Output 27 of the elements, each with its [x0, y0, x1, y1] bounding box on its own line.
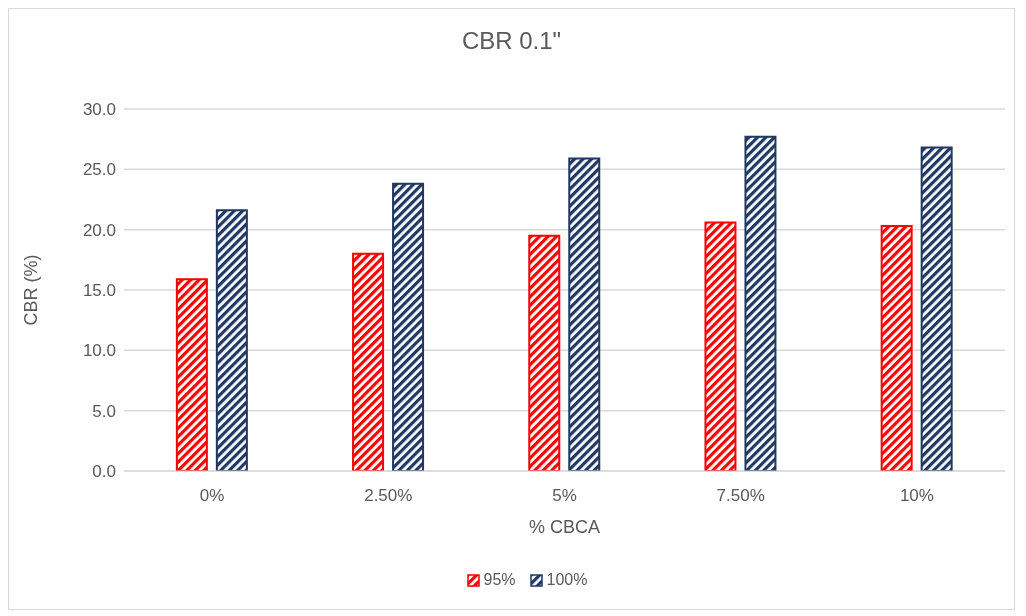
y-tick-label: 0.0: [92, 462, 116, 482]
x-tick-label: 0%: [199, 486, 225, 506]
bar: [392, 182, 425, 471]
y-tick-label: 30.0: [82, 100, 116, 120]
x-tick-label: 7.50%: [716, 486, 765, 506]
x-tick-label: 10%: [899, 486, 934, 506]
x-axis-title: % CBCA: [528, 517, 601, 537]
y-tick-label: 10.0: [82, 341, 116, 361]
y-axis-title: CBR (%): [21, 254, 42, 326]
x-tick-label: 5%: [552, 486, 577, 506]
y-tick-label: 15.0: [82, 281, 116, 301]
y-tick-label: 25.0: [82, 160, 116, 180]
legend-label: 95%: [483, 571, 516, 589]
bar: [568, 157, 601, 471]
bar: [744, 135, 777, 471]
y-tick-label: 5.0: [92, 401, 116, 421]
bar: [920, 146, 953, 471]
bar: [704, 221, 737, 471]
bar: [215, 209, 248, 471]
bar: [528, 234, 561, 471]
x-tick-label: 2.50%: [364, 486, 413, 506]
chart-title: CBR 0.1": [460, 27, 563, 55]
y-tick-label: 20.0: [82, 220, 116, 240]
bar: [352, 252, 385, 471]
bar: [880, 225, 913, 471]
legend-label: 100%: [546, 571, 588, 589]
bar: [175, 278, 208, 471]
